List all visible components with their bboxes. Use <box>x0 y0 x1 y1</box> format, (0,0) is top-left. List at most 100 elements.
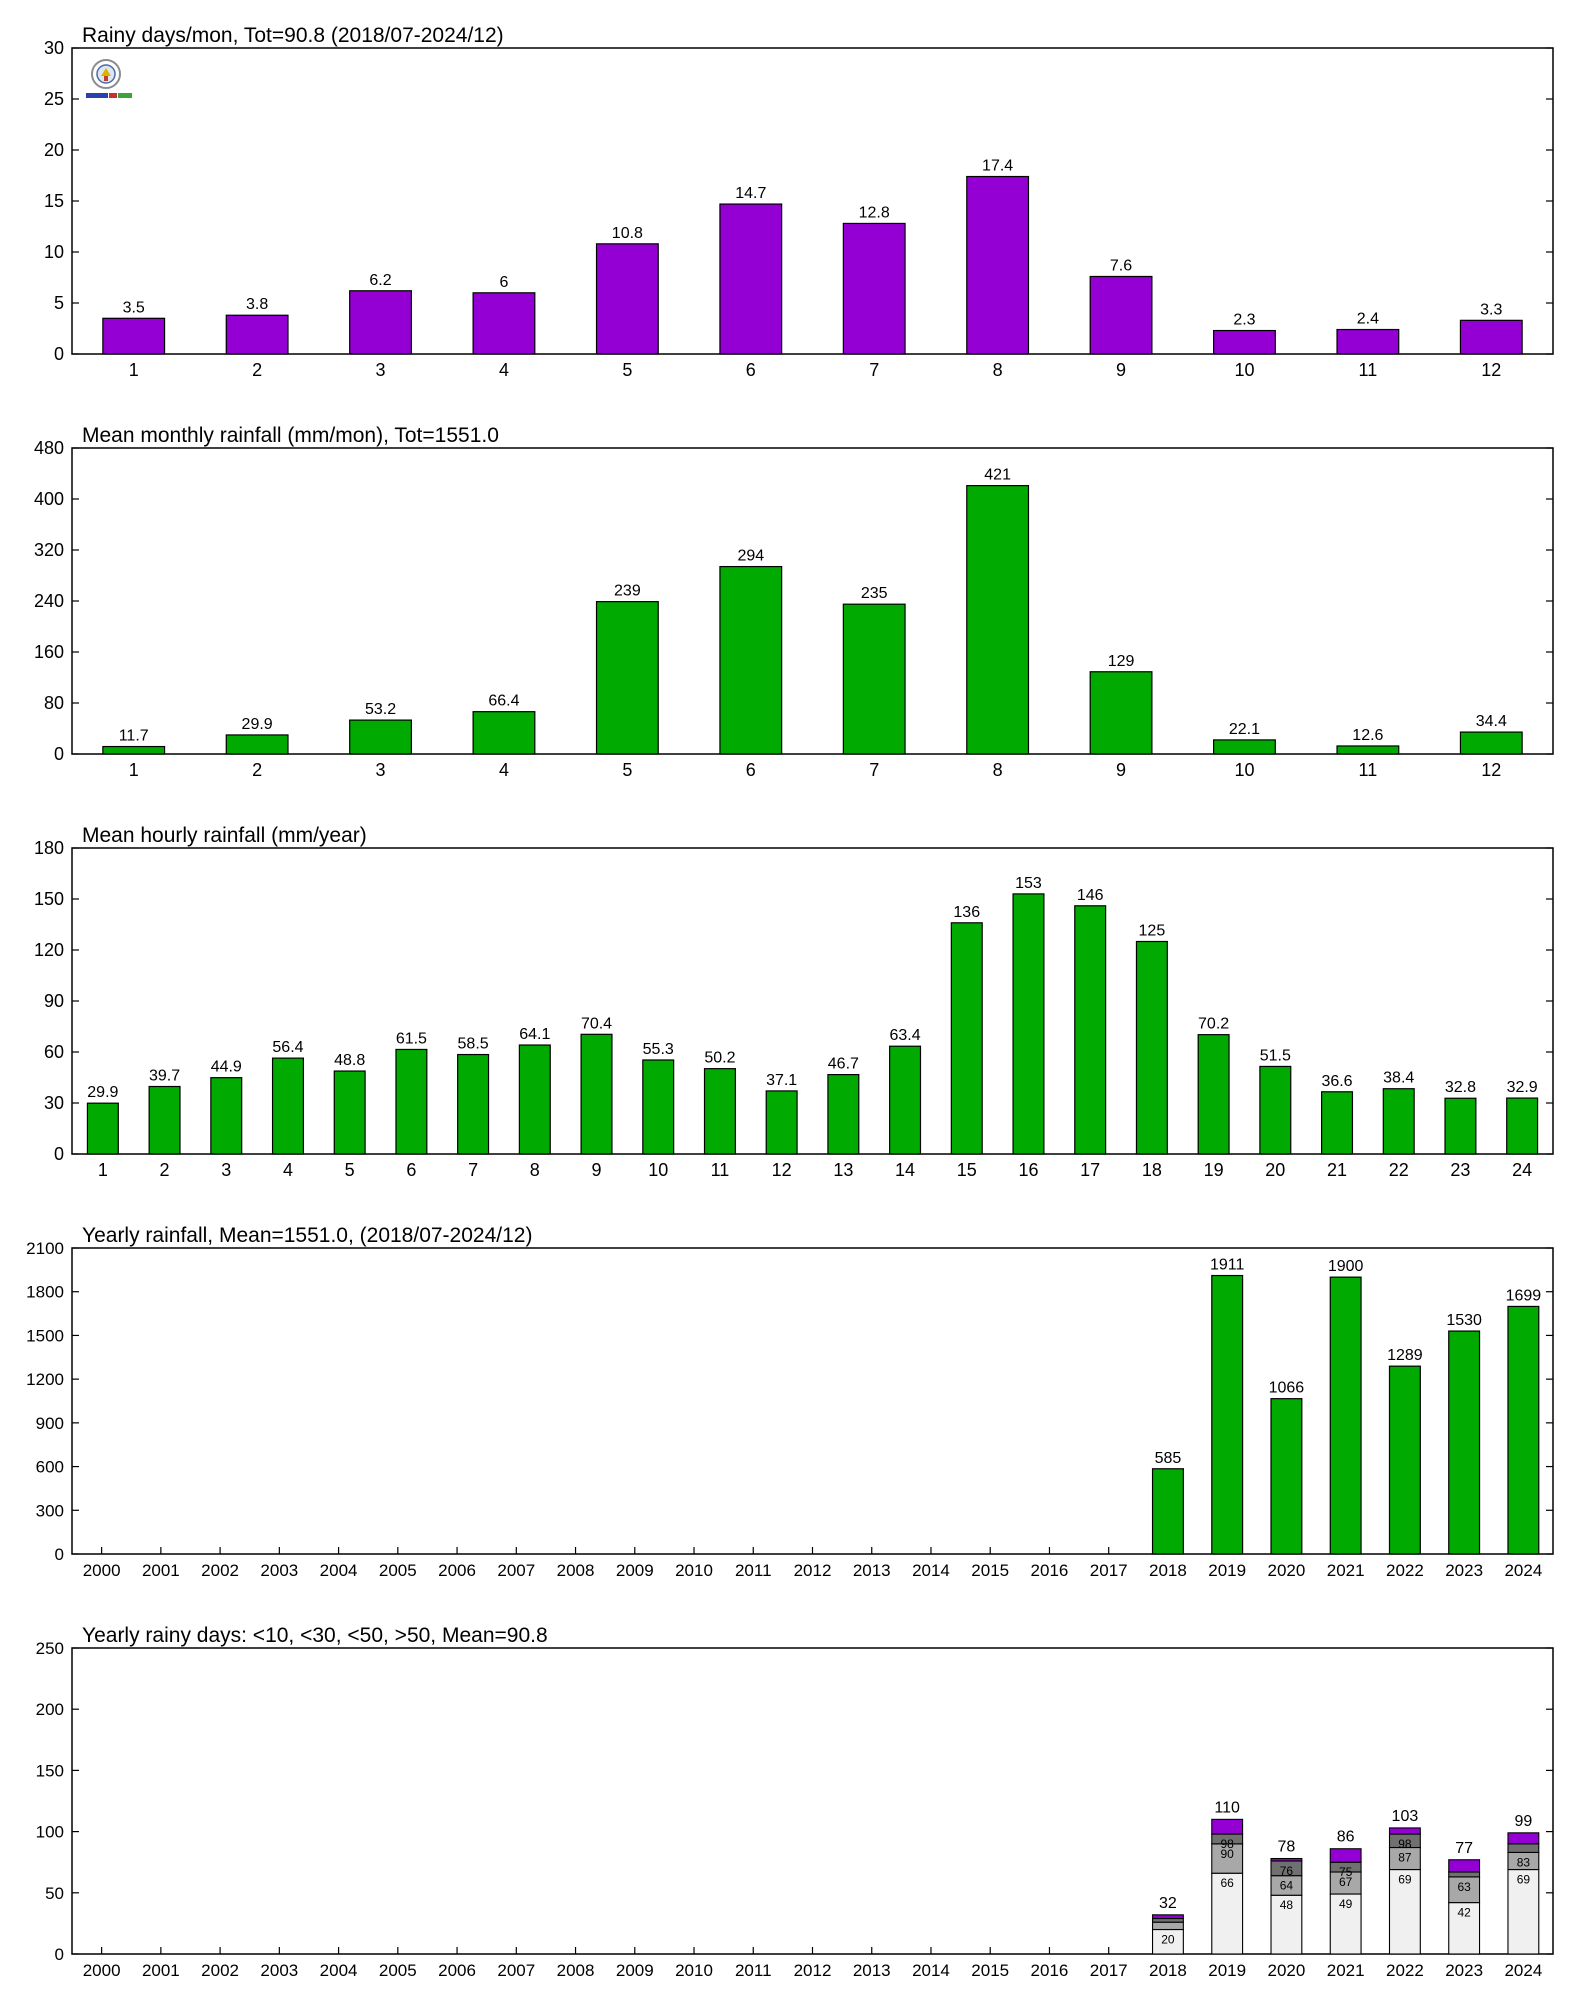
bar-value-label: 294 <box>737 548 764 565</box>
segment-label: 69 <box>1517 1873 1531 1887</box>
chart-title: Yearly rainy days: <10, <30, <50, >50, M… <box>82 1624 548 1647</box>
x-tick-label: 2016 <box>1031 1961 1069 1980</box>
x-tick-label: 12 <box>772 1160 792 1180</box>
x-tick-label: 2023 <box>1445 1961 1483 1980</box>
y-tick-label: 30 <box>44 38 64 58</box>
x-tick-label: 2022 <box>1386 1561 1424 1580</box>
x-tick-label: 2023 <box>1445 1561 1483 1580</box>
bar-value-label: 37.1 <box>766 1072 797 1089</box>
y-tick-label: 5 <box>54 293 64 313</box>
bar-value-label: 55.3 <box>643 1041 674 1058</box>
y-tick-label: 1200 <box>26 1370 64 1389</box>
segment-label: 67 <box>1339 1875 1353 1889</box>
y-tick-label: 60 <box>44 1042 64 1062</box>
bar-value-label: 136 <box>953 904 980 921</box>
x-tick-label: 9 <box>592 1160 602 1180</box>
stack-segment-total <box>1151 1914 1184 1920</box>
x-tick-label: 2019 <box>1208 1561 1246 1580</box>
chart-panel-2: Mean monthly rainfall (mm/mon), Tot=1551… <box>34 424 1554 780</box>
x-tick-label: 9 <box>1116 760 1126 780</box>
y-tick-label: 1500 <box>26 1326 64 1345</box>
x-tick-label: 10 <box>1234 360 1254 380</box>
x-tick-label: 2003 <box>260 1561 298 1580</box>
y-tick-label: 600 <box>36 1458 64 1477</box>
x-tick-label: 2010 <box>675 1561 713 1580</box>
bar-value-label: 14.7 <box>735 185 766 202</box>
station-logo-icon <box>84 56 134 106</box>
stack-segment-lt10 <box>1270 1894 1303 1955</box>
bar <box>1336 745 1400 755</box>
x-tick-label: 2002 <box>201 1961 239 1980</box>
chart-title: Yearly rainfall, Mean=1551.0, (2018/07-2… <box>82 1224 532 1247</box>
bar-value-label: 153 <box>1015 875 1042 892</box>
bar-value-label: 239 <box>614 583 641 600</box>
bar <box>595 601 659 755</box>
x-tick-label: 2024 <box>1504 1961 1542 1980</box>
bar <box>210 1077 243 1155</box>
x-tick-label: 17 <box>1080 1160 1100 1180</box>
bar-value-label: 6 <box>500 274 509 291</box>
bar-value-label: 34.4 <box>1476 713 1507 730</box>
x-tick-label: 2019 <box>1208 1961 1246 1980</box>
bar-value-label: 46.7 <box>828 1056 859 1073</box>
x-tick-label: 13 <box>833 1160 853 1180</box>
bar-value-label: 125 <box>1139 923 1166 940</box>
x-tick-label: 6 <box>406 1160 416 1180</box>
bar <box>1089 275 1153 355</box>
segment-label: 83 <box>1517 1855 1531 1869</box>
bar <box>1444 1097 1477 1155</box>
y-tick-label: 30 <box>44 1093 64 1113</box>
segment-label: 63 <box>1457 1880 1471 1894</box>
bar-value-label: 10.8 <box>612 225 643 242</box>
x-tick-label: 15 <box>957 1160 977 1180</box>
bar <box>349 719 412 755</box>
segment-label: 20 <box>1161 1933 1175 1947</box>
bar-value-label: 44.9 <box>211 1059 242 1076</box>
bar <box>86 1102 119 1155</box>
segment-label: 98 <box>1398 1837 1412 1851</box>
x-tick-label: 2022 <box>1386 1961 1424 1980</box>
y-tick-label: 20 <box>44 140 64 160</box>
chart-panel-5: Yearly rainy days: <10, <30, <50, >50, M… <box>36 1624 1554 1980</box>
bar-value-label: 22.1 <box>1229 721 1260 738</box>
y-tick-label: 150 <box>36 1761 64 1780</box>
x-tick-label: 2011 <box>735 1961 772 1980</box>
x-tick-label: 2009 <box>616 1961 654 1980</box>
stack-segment-lt10 <box>1507 1868 1540 1955</box>
x-tick-label: 7 <box>869 360 879 380</box>
x-tick-label: 18 <box>1142 1160 1162 1180</box>
segment-label: 87 <box>1398 1851 1412 1865</box>
x-tick-label: 2008 <box>557 1561 595 1580</box>
segment-label: 48 <box>1280 1898 1294 1912</box>
x-tick-label: 7 <box>869 760 879 780</box>
bar-value-label: 51.5 <box>1260 1047 1291 1064</box>
y-tick-label: 100 <box>36 1823 64 1842</box>
x-tick-label: 1 <box>98 1160 108 1180</box>
x-tick-label: 2 <box>252 760 262 780</box>
bar-value-label: 2.3 <box>1233 312 1255 329</box>
bar <box>472 711 536 755</box>
bar <box>148 1085 181 1155</box>
x-tick-label: 2015 <box>971 1961 1009 1980</box>
y-tick-label: 0 <box>54 344 64 364</box>
bar-value-label: 48.8 <box>334 1052 365 1069</box>
x-tick-label: 2024 <box>1504 1561 1542 1580</box>
stack-segment-lt30 <box>1448 1876 1481 1904</box>
y-tick-label: 180 <box>34 838 64 858</box>
stack-segment-lt50 <box>1448 1871 1481 1878</box>
bar-value-label: 11.7 <box>119 728 149 745</box>
y-tick-label: 240 <box>34 591 64 611</box>
bar-value-label: 585 <box>1155 1450 1182 1467</box>
segment-label: 64 <box>1280 1879 1294 1893</box>
bar <box>842 222 906 355</box>
x-tick-label: 11 <box>1359 760 1378 780</box>
x-tick-label: 2014 <box>912 1961 950 1980</box>
x-tick-label: 2005 <box>379 1961 417 1980</box>
chart-panel-3: Mean hourly rainfall (mm/year)0306090120… <box>34 824 1554 1180</box>
chart-title: Rainy days/mon, Tot=90.8 (2018/07-2024/1… <box>82 24 504 47</box>
bar-total-label: 99 <box>1514 1813 1532 1830</box>
bar <box>827 1074 860 1155</box>
y-tick-label: 900 <box>36 1414 64 1433</box>
x-tick-label: 2021 <box>1327 1561 1365 1580</box>
x-tick-label: 12 <box>1481 360 1501 380</box>
